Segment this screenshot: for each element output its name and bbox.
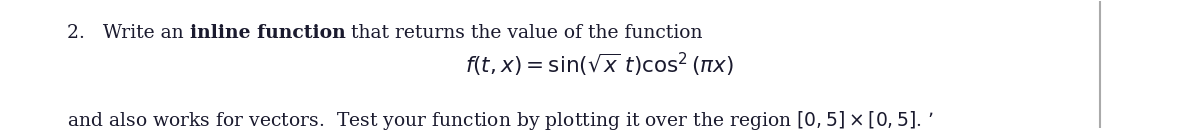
Text: 2.   Write an: 2. Write an: [67, 24, 190, 42]
Text: that returns the value of the function: that returns the value of the function: [344, 24, 702, 42]
Text: and also works for vectors.  Test your function by plotting it over the region $: and also works for vectors. Test your fu…: [67, 109, 935, 132]
Text: $f(t, x) = \sin(\sqrt{x}\; t)\cos^2(\pi x)$: $f(t, x) = \sin(\sqrt{x}\; t)\cos^2(\pi …: [466, 51, 734, 79]
Text: inline function: inline function: [190, 24, 346, 42]
